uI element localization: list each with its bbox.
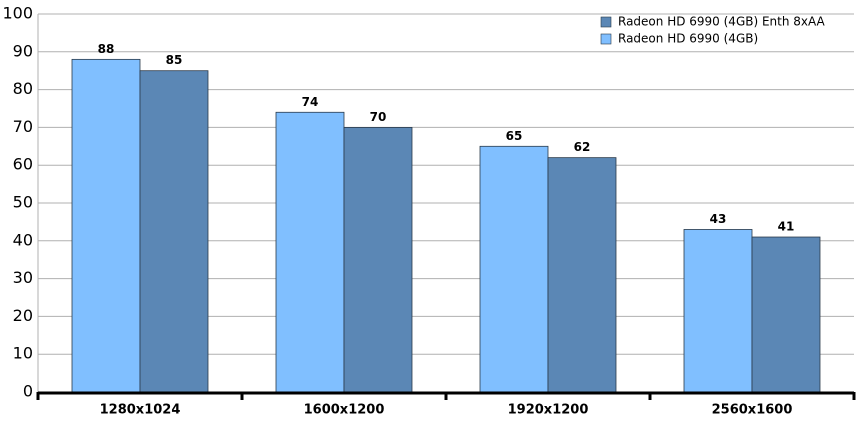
data-label: 43 bbox=[710, 212, 727, 226]
data-label: 88 bbox=[98, 42, 115, 56]
y-tick-label: 40 bbox=[13, 230, 33, 249]
data-label: 70 bbox=[370, 110, 387, 124]
bar bbox=[343, 127, 413, 393]
bar bbox=[139, 70, 209, 393]
bar bbox=[71, 58, 141, 393]
y-tick-label: 80 bbox=[13, 79, 33, 98]
legend-label: Radeon HD 6990 (4GB) Enth 8xAA bbox=[618, 15, 826, 29]
legend-swatch bbox=[600, 16, 612, 28]
bar bbox=[479, 145, 549, 393]
y-tick-label: 50 bbox=[13, 193, 33, 212]
y-tick-label: 20 bbox=[13, 306, 33, 325]
bar bbox=[275, 111, 345, 393]
x-tick-label: 1920x1200 bbox=[508, 403, 589, 418]
bar bbox=[547, 157, 617, 393]
bar bbox=[751, 236, 821, 393]
y-tick-label: 70 bbox=[13, 117, 33, 136]
bar bbox=[683, 229, 753, 393]
y-tick-label: 100 bbox=[2, 4, 33, 23]
data-label: 74 bbox=[302, 95, 319, 109]
x-tick-label: 1600x1200 bbox=[304, 403, 385, 418]
y-tick-label: 90 bbox=[13, 41, 33, 60]
y-tick-label: 60 bbox=[13, 155, 33, 174]
y-tick-label: 0 bbox=[23, 382, 33, 401]
data-label: 62 bbox=[574, 140, 591, 154]
y-tick-label: 10 bbox=[13, 344, 33, 363]
legend-label: Radeon HD 6990 (4GB) bbox=[618, 32, 758, 46]
x-tick-label: 1280x1024 bbox=[100, 403, 181, 418]
data-label: 65 bbox=[506, 129, 523, 143]
x-tick-label: 2560x1600 bbox=[712, 403, 793, 418]
data-label: 85 bbox=[166, 53, 183, 67]
y-tick-label: 30 bbox=[13, 268, 33, 287]
legend-swatch bbox=[600, 33, 612, 45]
data-label: 41 bbox=[778, 220, 795, 234]
